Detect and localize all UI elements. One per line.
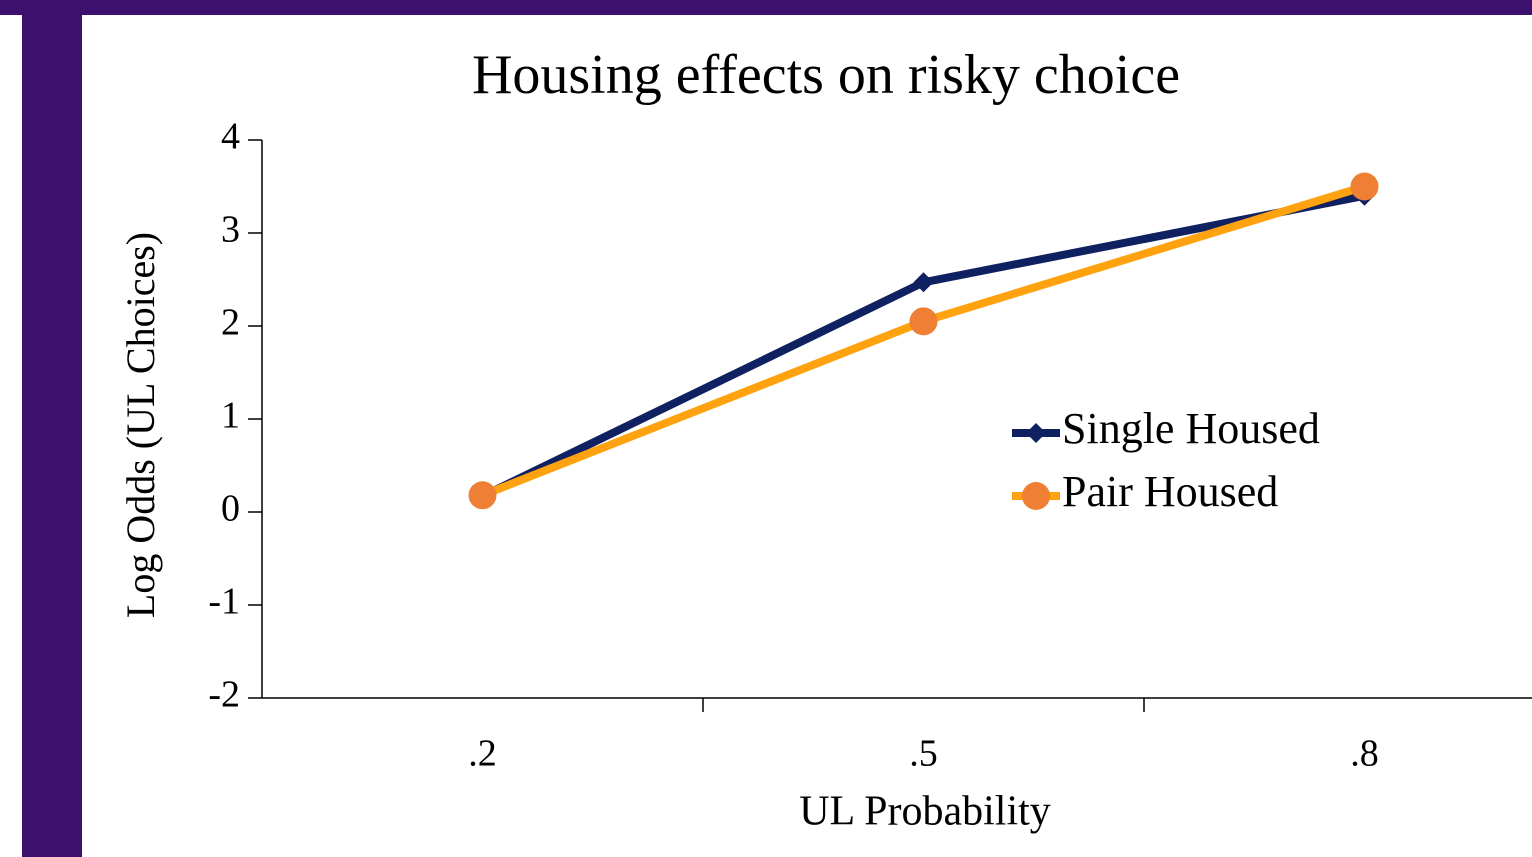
- y-tick-label: -2: [208, 674, 240, 716]
- y-axis-label: Log Odds (UL Choices): [118, 232, 163, 618]
- chart-title: Housing effects on risky choice: [472, 44, 1180, 106]
- y-tick-label: 2: [221, 302, 240, 344]
- x-tick-label: .2: [468, 733, 497, 775]
- y-tick-label: 0: [221, 488, 240, 530]
- x-tick-label: .8: [1350, 733, 1379, 775]
- y-tick-label: 3: [221, 209, 240, 251]
- legend-marker: [1026, 423, 1046, 443]
- legend-label: Pair Housed: [1062, 467, 1278, 516]
- top-band: [0, 0, 1532, 15]
- y-tick-label: -1: [208, 581, 240, 623]
- x-tick-label: .5: [909, 733, 938, 775]
- x-axis-label: UL Probability: [799, 789, 1051, 835]
- y-tick-label: 4: [221, 116, 240, 158]
- y-tick-label: 1: [221, 395, 240, 437]
- data-point: [468, 481, 497, 510]
- data-point: [909, 307, 938, 336]
- legend-marker: [1022, 482, 1050, 510]
- legend-label: Single Housed: [1062, 404, 1320, 453]
- data-point: [1350, 172, 1379, 201]
- data-point: [913, 272, 934, 293]
- left-band: [22, 0, 82, 857]
